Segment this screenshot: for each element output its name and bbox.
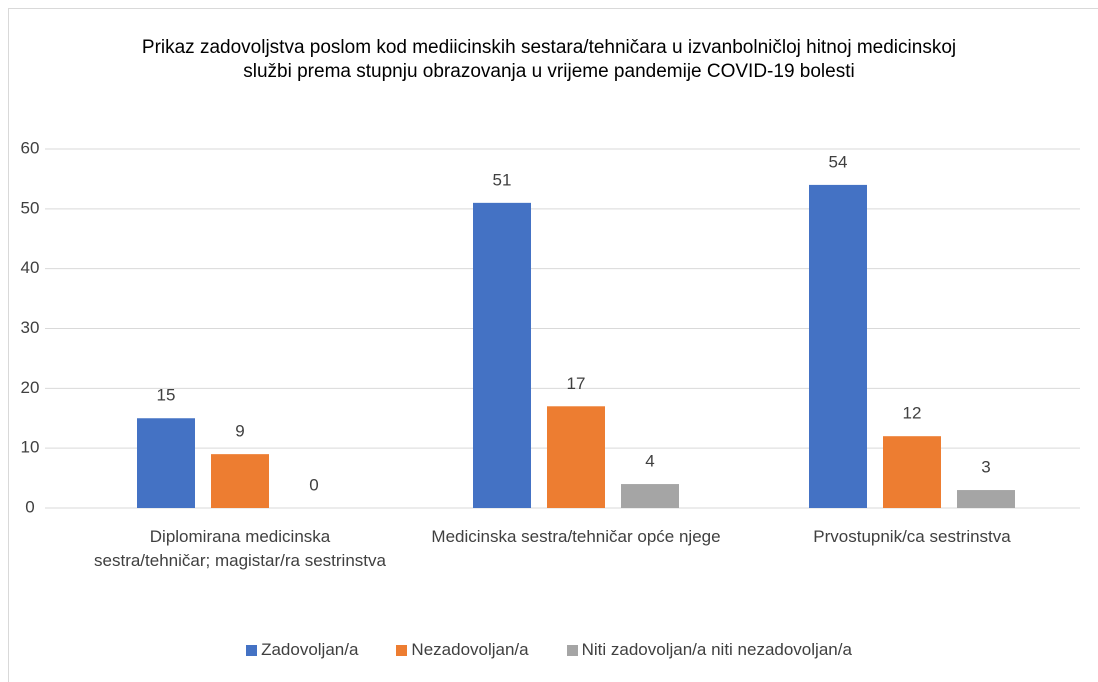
legend-swatch (396, 644, 408, 656)
chart-title: Prikaz zadovoljstva poslom kod mediicins… (141, 37, 957, 82)
y-tick-label: 0 (25, 497, 34, 516)
x-tick-label: Diplomirana medicinska sestra/tehničar; … (94, 527, 386, 570)
y-tick-label: 40 (21, 258, 40, 277)
legend-label: Zadovoljan/a (261, 640, 359, 659)
bar (547, 406, 605, 508)
chart-frame (8, 8, 1098, 682)
legend-item: Nezadovoljan/a (396, 640, 529, 660)
legend-label: Niti zadovoljan/a niti nezadovoljan/a (581, 640, 852, 659)
data-label: 0 (309, 475, 318, 494)
bar (957, 490, 1015, 508)
bar (211, 454, 269, 508)
data-label: 9 (235, 422, 244, 441)
data-label: 17 (567, 374, 586, 393)
legend: Zadovoljan/a Nezadovoljan/a Niti zadovolja… (0, 640, 1098, 660)
legend-label: Nezadovoljan/a (411, 640, 529, 659)
y-tick-label: 60 (21, 138, 40, 157)
bar (809, 184, 867, 508)
bar (473, 202, 531, 508)
data-label: 12 (903, 404, 922, 423)
legend-item: Zadovoljan/a (246, 640, 358, 660)
y-tick-label: 10 (21, 438, 40, 457)
y-tick-label: 50 (21, 198, 40, 217)
data-label: 4 (645, 452, 654, 471)
data-label: 51 (493, 170, 512, 189)
bar (883, 436, 941, 508)
bar (137, 418, 195, 508)
x-tick-label: Medicinska sestra/tehničar opće njege (431, 527, 721, 546)
bar (621, 484, 679, 508)
y-tick-label: 20 (21, 378, 40, 397)
y-tick-label: 30 (21, 318, 40, 337)
data-label: 3 (981, 458, 990, 477)
legend-swatch (566, 644, 578, 656)
legend-swatch (246, 644, 258, 656)
data-label: 15 (157, 386, 176, 405)
legend-item: Niti zadovoljan/a niti nezadovoljan/a (566, 640, 852, 660)
x-tick-label: Prvostupnik/ca sestrinstva (813, 527, 1011, 546)
data-label: 54 (829, 152, 848, 171)
